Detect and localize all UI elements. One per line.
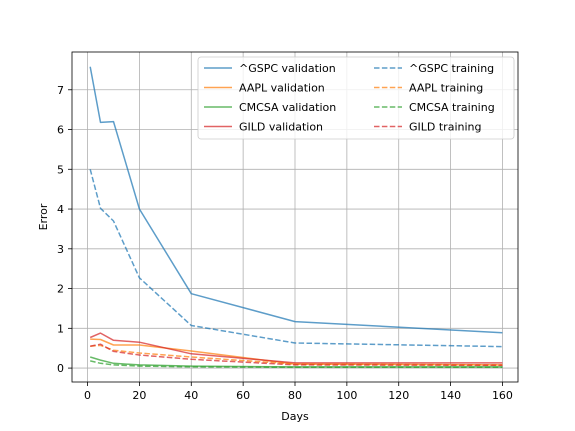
legend-label-cmcsa-validation: CMCSA validation: [239, 101, 336, 114]
y-tick-label: 7: [57, 84, 64, 97]
x-tick-label: 20: [132, 389, 146, 402]
x-tick-label: 80: [288, 389, 302, 402]
x-axis-label: Days: [281, 410, 309, 423]
y-axis-ticks: 0 1 2 3 4 5 6 7: [57, 84, 72, 375]
series-line-cmcsa-validation: [89, 356, 503, 368]
y-axis-label: Error: [37, 203, 50, 230]
legend-box: [197, 56, 515, 140]
x-tick-label: 140: [440, 389, 461, 402]
series-line-cmcsa-training: [90, 360, 503, 369]
y-tick-label: 4: [57, 203, 64, 216]
series-line-gild-training: [90, 343, 503, 367]
y-tick-label: 0: [57, 362, 64, 375]
x-tick-label: 40: [184, 389, 198, 402]
series-lines: [89, 66, 503, 369]
x-tick-label: 0: [84, 389, 91, 402]
y-tick-label: 6: [57, 124, 64, 137]
x-tick-label: 160: [492, 389, 513, 402]
x-tick-label: 100: [336, 389, 357, 402]
y-tick-label: 1: [57, 322, 64, 335]
legend: ^GSPC validation AAPL validation CMCSA val…: [197, 56, 515, 140]
y-tick-label: 3: [57, 243, 64, 256]
series-line-gspc-validation: [89, 66, 503, 334]
x-tick-label: 60: [236, 389, 250, 402]
series-line-gild-validation: [89, 332, 503, 364]
series-line-gspc-training: [89, 169, 503, 348]
y-tick-label: 2: [57, 283, 64, 296]
x-axis-ticks: 0 20 40 60 80 100 120 140 160: [84, 382, 513, 402]
y-tick-label: 5: [57, 163, 64, 176]
x-tick-label: 120: [388, 389, 409, 402]
legend-label-gspc-validation: ^GSPC validation: [239, 62, 336, 75]
legend-label-gild-training: GILD training: [409, 121, 481, 134]
legend-label-gild-validation: GILD validation: [239, 121, 323, 134]
series-line-aapl-training: [90, 344, 503, 366]
legend-label-aapl-validation: AAPL validation: [239, 82, 325, 95]
legend-label-aapl-training: AAPL training: [409, 82, 483, 95]
legend-label-gspc-training: ^GSPC training: [409, 62, 494, 75]
legend-label-cmcsa-training: CMCSA training: [409, 101, 495, 114]
